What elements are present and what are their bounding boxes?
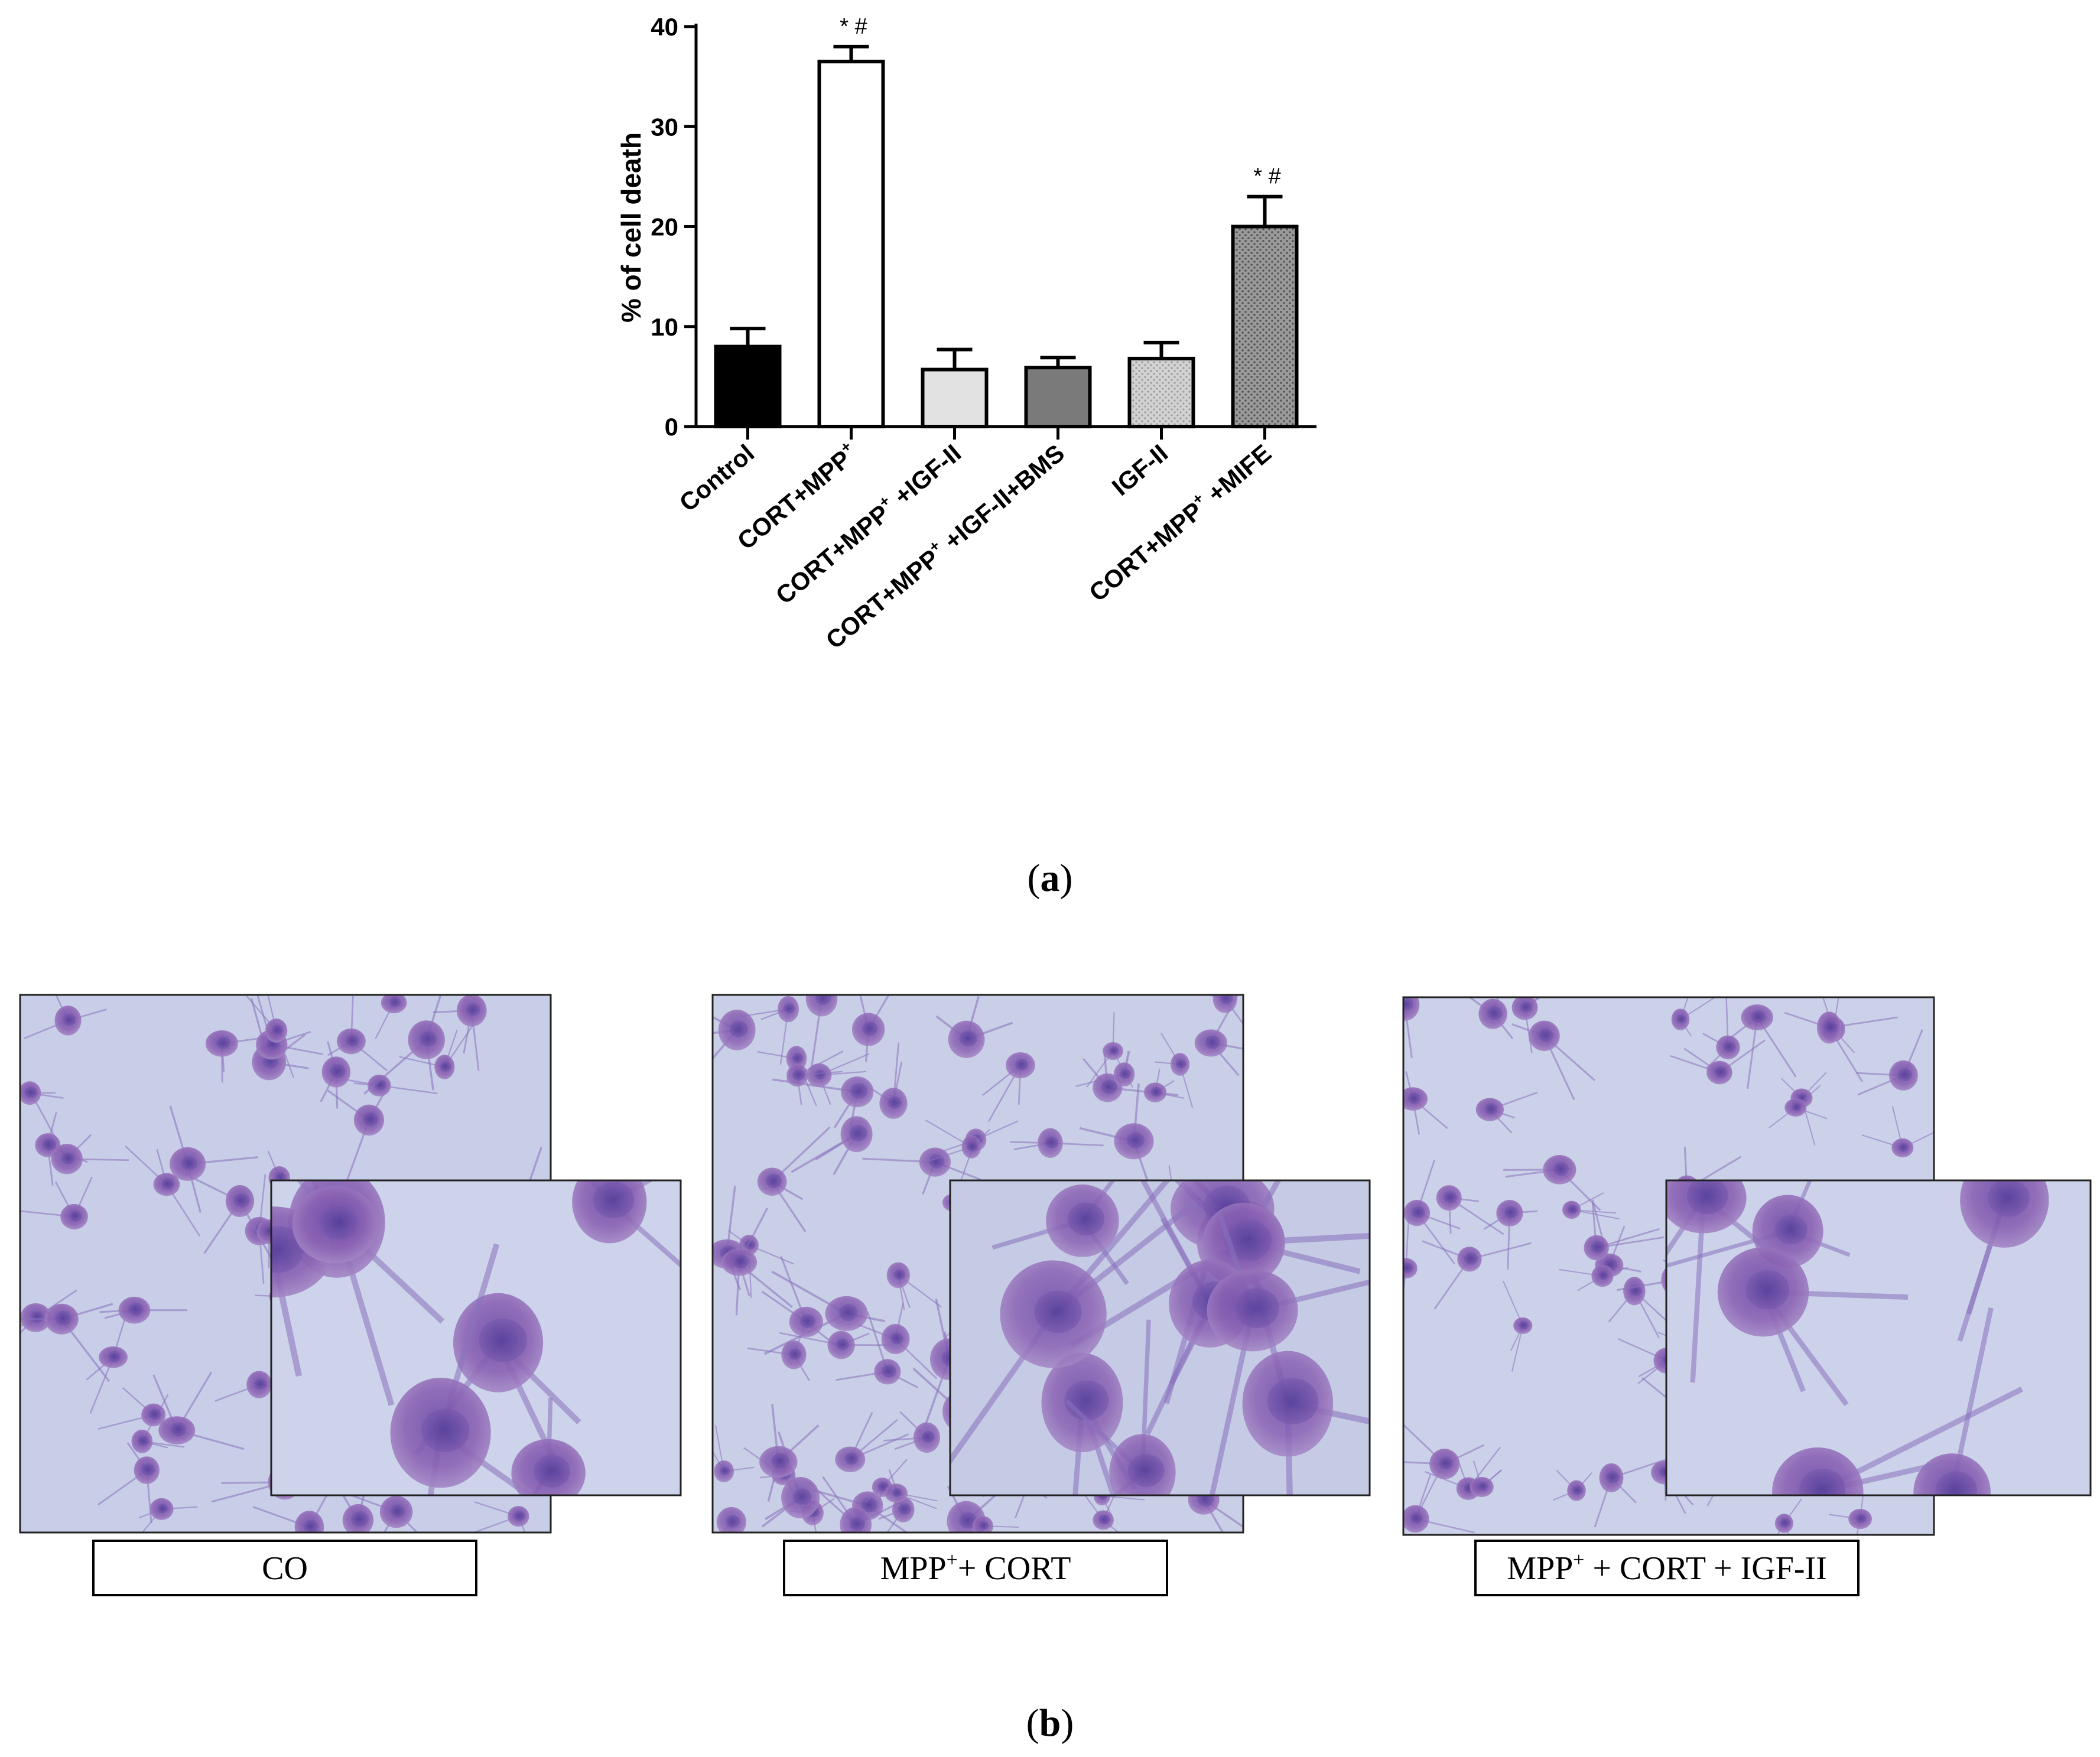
bar bbox=[1127, 356, 1195, 428]
caption-control: CO bbox=[262, 1550, 308, 1587]
y-tick-label: 30 bbox=[651, 113, 678, 141]
caption-box-1 bbox=[92, 1540, 477, 1596]
x-tick-label: Control bbox=[674, 439, 760, 517]
micrograph-mpp-cort-igf2-inset bbox=[1665, 1179, 2092, 1496]
bar bbox=[714, 344, 782, 428]
y-tick-label: 10 bbox=[651, 313, 678, 341]
caption-mpp-cort-igf2: MPP+ + CORT + IGF-II bbox=[1507, 1549, 1827, 1587]
bar bbox=[1024, 366, 1092, 429]
bar bbox=[1231, 224, 1299, 428]
significance-label: * # bbox=[840, 14, 867, 39]
y-tick-label: 40 bbox=[651, 13, 678, 41]
caption-box-2 bbox=[783, 1540, 1168, 1596]
y-tick-label: 20 bbox=[651, 213, 678, 241]
y-axis-title: % of cell death bbox=[616, 132, 646, 323]
caption-mpp-cort: MPP++ CORT bbox=[880, 1549, 1071, 1587]
y-tick-label: 0 bbox=[665, 413, 678, 441]
bar bbox=[921, 367, 989, 429]
micrograph-mpp-cort bbox=[711, 994, 1371, 1534]
significance-label: * # bbox=[1253, 164, 1280, 189]
panel-a-label: (a) bbox=[1028, 857, 1073, 900]
panel-b-label: (b) bbox=[1026, 1701, 1074, 1745]
micrograph-mpp-cort-inset bbox=[949, 1179, 1371, 1496]
x-tick-label: IGF-II bbox=[1107, 439, 1173, 501]
error-bars bbox=[730, 44, 1283, 370]
micrograph-control bbox=[19, 994, 682, 1534]
x-tick-label: CORT+MPP+ +IGF-II bbox=[769, 437, 966, 610]
bar-chart: 0 10 20 30 40 * # * # ControlCORT+MPP+CORT+MP… bbox=[616, 13, 1316, 654]
micrograph-mpp-cort-igf2 bbox=[1402, 996, 2092, 1536]
caption-box-3 bbox=[1474, 1540, 1860, 1596]
significance-labels: * # * # bbox=[840, 14, 1280, 189]
micrograph-control-inset bbox=[270, 1179, 682, 1496]
y-axis-ticks: 0 10 20 30 40 bbox=[651, 13, 696, 441]
x-tick-label: CORT+MPP+ +MIFE bbox=[1082, 437, 1277, 607]
bar bbox=[817, 60, 885, 429]
bars bbox=[714, 60, 1299, 429]
